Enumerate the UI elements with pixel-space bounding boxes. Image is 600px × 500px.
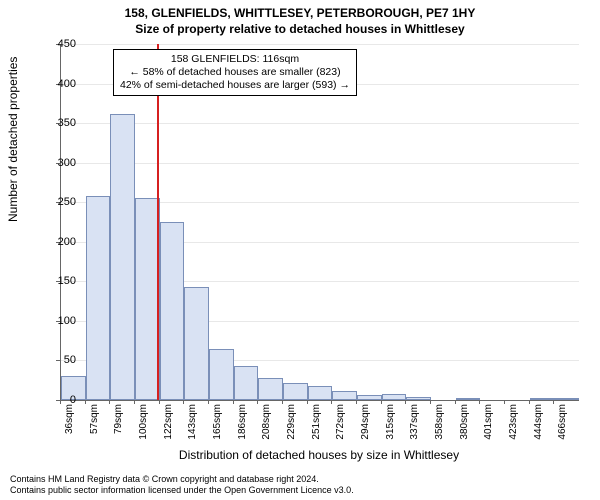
x-tick-mark — [455, 400, 456, 404]
y-tick-label: 250 — [46, 196, 76, 208]
x-tick-label: 36sqm — [64, 404, 75, 454]
x-tick-label: 251sqm — [311, 404, 322, 454]
histogram-bar — [110, 114, 135, 400]
annotation-line: ← 58% of detached houses are smaller (82… — [120, 66, 350, 79]
histogram-bar — [283, 383, 308, 400]
x-tick-mark — [529, 400, 530, 404]
x-tick-label: 208sqm — [261, 404, 272, 454]
x-tick-mark — [430, 400, 431, 404]
footer-attribution: Contains HM Land Registry data © Crown c… — [10, 474, 590, 496]
x-tick-label: 57sqm — [89, 404, 100, 454]
reference-line — [157, 44, 159, 400]
x-tick-label: 272sqm — [335, 404, 346, 454]
plot-area: 158 GLENFIELDS: 116sqm← 58% of detached … — [60, 44, 579, 401]
histogram-bar — [234, 366, 259, 400]
x-tick-label: 100sqm — [138, 404, 149, 454]
histogram-bar — [184, 287, 209, 400]
x-tick-mark — [109, 400, 110, 404]
x-tick-label: 337sqm — [409, 404, 420, 454]
x-tick-mark — [553, 400, 554, 404]
y-tick-label: 450 — [46, 38, 76, 50]
x-tick-mark — [134, 400, 135, 404]
x-tick-mark — [159, 400, 160, 404]
x-tick-label: 79sqm — [113, 404, 124, 454]
x-tick-label: 186sqm — [237, 404, 248, 454]
x-tick-mark — [60, 400, 61, 404]
annotation-line: 158 GLENFIELDS: 116sqm — [120, 53, 350, 66]
x-tick-label: 165sqm — [212, 404, 223, 454]
histogram-bar — [456, 398, 481, 400]
x-tick-mark — [356, 400, 357, 404]
y-tick-label: 100 — [46, 315, 76, 327]
x-tick-label: 466sqm — [557, 404, 568, 454]
chart-container: 158, GLENFIELDS, WHITTLESEY, PETERBOROUG… — [0, 0, 600, 500]
histogram-bar — [332, 391, 357, 400]
gridline — [61, 163, 579, 164]
y-tick-label: 400 — [46, 78, 76, 90]
x-tick-label: 294sqm — [360, 404, 371, 454]
histogram-bar — [530, 398, 555, 400]
x-tick-mark — [233, 400, 234, 404]
x-tick-label: 315sqm — [385, 404, 396, 454]
x-tick-mark — [85, 400, 86, 404]
y-tick-label: 50 — [46, 354, 76, 366]
histogram-bar — [258, 378, 283, 400]
x-tick-label: 229sqm — [286, 404, 297, 454]
footer-line1: Contains HM Land Registry data © Crown c… — [10, 474, 590, 485]
histogram-bar — [382, 394, 407, 400]
histogram-bar — [308, 386, 333, 400]
y-tick-label: 300 — [46, 157, 76, 169]
x-tick-mark — [282, 400, 283, 404]
histogram-bar — [357, 395, 382, 400]
x-tick-mark — [381, 400, 382, 404]
x-tick-label: 423sqm — [508, 404, 519, 454]
y-tick-label: 200 — [46, 236, 76, 248]
footer-line2: Contains public sector information licen… — [10, 485, 590, 496]
x-tick-mark — [307, 400, 308, 404]
y-tick-label: 350 — [46, 117, 76, 129]
chart-title-line1: 158, GLENFIELDS, WHITTLESEY, PETERBOROUG… — [0, 0, 600, 20]
x-tick-label: 358sqm — [434, 404, 445, 454]
histogram-bar — [160, 222, 185, 400]
x-tick-mark — [331, 400, 332, 404]
x-tick-mark — [504, 400, 505, 404]
y-axis-label: Number of detached properties — [6, 57, 20, 222]
x-tick-label: 444sqm — [533, 404, 544, 454]
histogram-bar — [86, 196, 111, 400]
histogram-bar — [554, 398, 579, 400]
y-tick-label: 150 — [46, 275, 76, 287]
gridline — [61, 123, 579, 124]
x-tick-mark — [208, 400, 209, 404]
x-tick-label: 380sqm — [459, 404, 470, 454]
histogram-bar — [209, 349, 234, 400]
gridline — [61, 44, 579, 45]
x-tick-mark — [405, 400, 406, 404]
x-tick-mark — [183, 400, 184, 404]
annotation-box: 158 GLENFIELDS: 116sqm← 58% of detached … — [113, 49, 357, 96]
x-tick-mark — [257, 400, 258, 404]
chart-title-line2: Size of property relative to detached ho… — [0, 20, 600, 36]
histogram-bar — [406, 397, 431, 400]
annotation-line: 42% of semi-detached houses are larger (… — [120, 79, 350, 92]
x-tick-mark — [479, 400, 480, 404]
x-tick-label: 401sqm — [483, 404, 494, 454]
x-tick-label: 143sqm — [187, 404, 198, 454]
x-tick-label: 122sqm — [163, 404, 174, 454]
